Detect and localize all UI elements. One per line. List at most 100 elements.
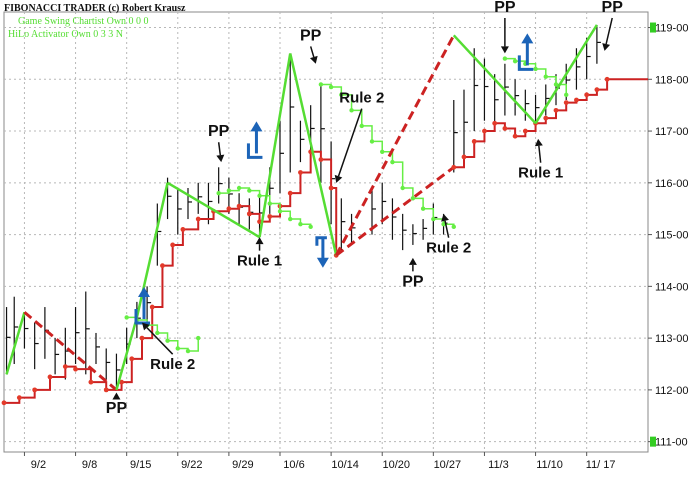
swing-trail-dot [431, 216, 436, 222]
x-tick-label: 11/ 17 [586, 459, 616, 471]
header-swing-legend: Game Swing Chartist Own 0 0 0 [18, 16, 149, 27]
swing-segment [289, 53, 338, 256]
activator-dot [236, 203, 242, 209]
activator-dot [103, 387, 109, 393]
activator-step [75, 368, 92, 383]
swing-trail-dot [441, 222, 446, 227]
swing-dashed-segment [23, 311, 118, 392]
activator-dot [553, 107, 559, 113]
arrow-up-icon [246, 121, 263, 159]
activator-dot [62, 364, 68, 369]
activator-dot [328, 185, 334, 191]
activator-dot [318, 157, 324, 162]
swing-trail-step [341, 94, 353, 111]
x-tick-label: 9/8 [82, 459, 97, 471]
activator-dot [604, 76, 610, 82]
swing-trail-dot [175, 346, 180, 351]
swing-trail-dot [124, 315, 129, 320]
activator-step [280, 193, 292, 208]
swing-trail-dot [298, 222, 303, 227]
hilo-activator [1, 76, 648, 406]
activator-dot [267, 214, 273, 219]
activator-dot [461, 154, 467, 160]
arrow-down-icon [315, 236, 329, 268]
annotation-label: PP [300, 27, 322, 44]
activator-dot [502, 126, 508, 131]
activator-step [172, 229, 184, 246]
annotation-arrow [538, 145, 542, 163]
annotation-label: PP [494, 0, 516, 16]
swing-trail-dot [369, 139, 375, 144]
activator-step [162, 244, 174, 267]
swing-trail-dot [308, 224, 313, 230]
swing-trail-dot [349, 108, 354, 113]
activator-dot [149, 304, 155, 310]
activator-dot [88, 379, 94, 385]
annotation-arrow [605, 17, 613, 45]
activator-step [474, 131, 486, 143]
annotation-arrowhead [334, 174, 343, 183]
swing-trail-dot [185, 348, 191, 354]
activator-step [19, 389, 36, 399]
activator-dot [522, 128, 528, 134]
activator-dot [73, 366, 78, 372]
activator-dot [180, 227, 186, 232]
activator-step [556, 102, 568, 112]
swing-trail-step [167, 339, 179, 349]
last-value-marker [650, 22, 656, 33]
activator-dot [298, 170, 303, 175]
arrow-head [138, 287, 150, 298]
swing-trail-dot [288, 216, 293, 222]
annotation-arrow [309, 46, 315, 58]
activator-dot [170, 242, 176, 248]
activator-dot [492, 120, 498, 126]
activator-dot [451, 164, 457, 170]
swing-trail-dot [512, 58, 518, 64]
activator-step [4, 397, 21, 404]
x-tick-label: 9/2 [31, 459, 46, 471]
swing-trail-dot [257, 193, 262, 198]
swing-trail-dot [196, 335, 201, 341]
activator-step [239, 205, 251, 214]
activator-step [90, 381, 108, 390]
activator-step [34, 376, 51, 391]
gridlines [3, 11, 649, 453]
x-axis: 9/2 9/8 9/15 9/22 9/29 10/6 10/14 10/20 10/27 11/… [23, 452, 616, 471]
activator-dot [471, 139, 477, 144]
swing-trail-dot [247, 188, 252, 193]
arrow-head [250, 121, 263, 132]
annotation-label: Rule 2 [150, 356, 195, 373]
axis-bottom-marker [650, 436, 656, 447]
swing-segment [115, 317, 139, 391]
activator-dot [594, 87, 600, 93]
swing-trail-step [259, 195, 271, 204]
arrow-head [316, 257, 329, 268]
arrow-bracket [134, 309, 150, 325]
header-title: FIBONACCI TRADER (c) Robert Krausz [4, 3, 186, 14]
activator-dot [47, 374, 53, 380]
x-tick-label: 10/27 [434, 459, 462, 471]
swing-trail-dot [277, 209, 283, 214]
swing-trail-dot [339, 92, 344, 98]
header-activator-legend: HiLo Activator Own 0 3 3 N [8, 29, 123, 40]
annotation-label: Rule 2 [339, 90, 384, 107]
annotation-label: Rule 1 [237, 253, 282, 270]
arrow-up-icon [134, 287, 150, 325]
swing-trail-dot [165, 338, 170, 343]
arrow-bracket [246, 143, 263, 159]
swing-segment [166, 181, 261, 239]
arrow-up-icon [517, 33, 534, 71]
swing-trail-dot [155, 330, 160, 336]
swing-trail-dot [451, 224, 456, 230]
swing-trail-step [372, 140, 383, 152]
swing-trail-step [535, 68, 547, 77]
activator-dashed-segment [335, 166, 455, 257]
annotation-arrowhead [112, 392, 121, 400]
annotation-label: PP [602, 0, 624, 16]
y-tick-label: 115-00 [655, 230, 688, 242]
x-tick-label: 10/14 [331, 459, 359, 471]
annotation-arrowhead [255, 237, 264, 245]
activator-step [545, 110, 557, 120]
